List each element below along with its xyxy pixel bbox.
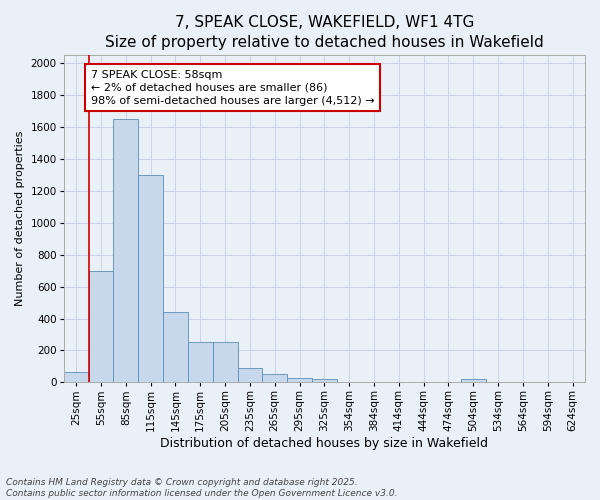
Bar <box>163 312 188 382</box>
Bar <box>89 270 113 382</box>
Bar <box>312 379 337 382</box>
Text: 7 SPEAK CLOSE: 58sqm
← 2% of detached houses are smaller (86)
98% of semi-detach: 7 SPEAK CLOSE: 58sqm ← 2% of detached ho… <box>91 70 374 106</box>
Bar <box>461 379 486 382</box>
Bar <box>212 342 238 382</box>
Y-axis label: Number of detached properties: Number of detached properties <box>15 131 25 306</box>
X-axis label: Distribution of detached houses by size in Wakefield: Distribution of detached houses by size … <box>160 437 488 450</box>
Bar <box>188 342 212 382</box>
Bar <box>64 372 89 382</box>
Text: Contains HM Land Registry data © Crown copyright and database right 2025.
Contai: Contains HM Land Registry data © Crown c… <box>6 478 398 498</box>
Bar <box>238 368 262 382</box>
Title: 7, SPEAK CLOSE, WAKEFIELD, WF1 4TG
Size of property relative to detached houses : 7, SPEAK CLOSE, WAKEFIELD, WF1 4TG Size … <box>105 15 544 50</box>
Bar <box>138 175 163 382</box>
Bar <box>262 374 287 382</box>
Bar <box>287 378 312 382</box>
Bar <box>113 119 138 382</box>
